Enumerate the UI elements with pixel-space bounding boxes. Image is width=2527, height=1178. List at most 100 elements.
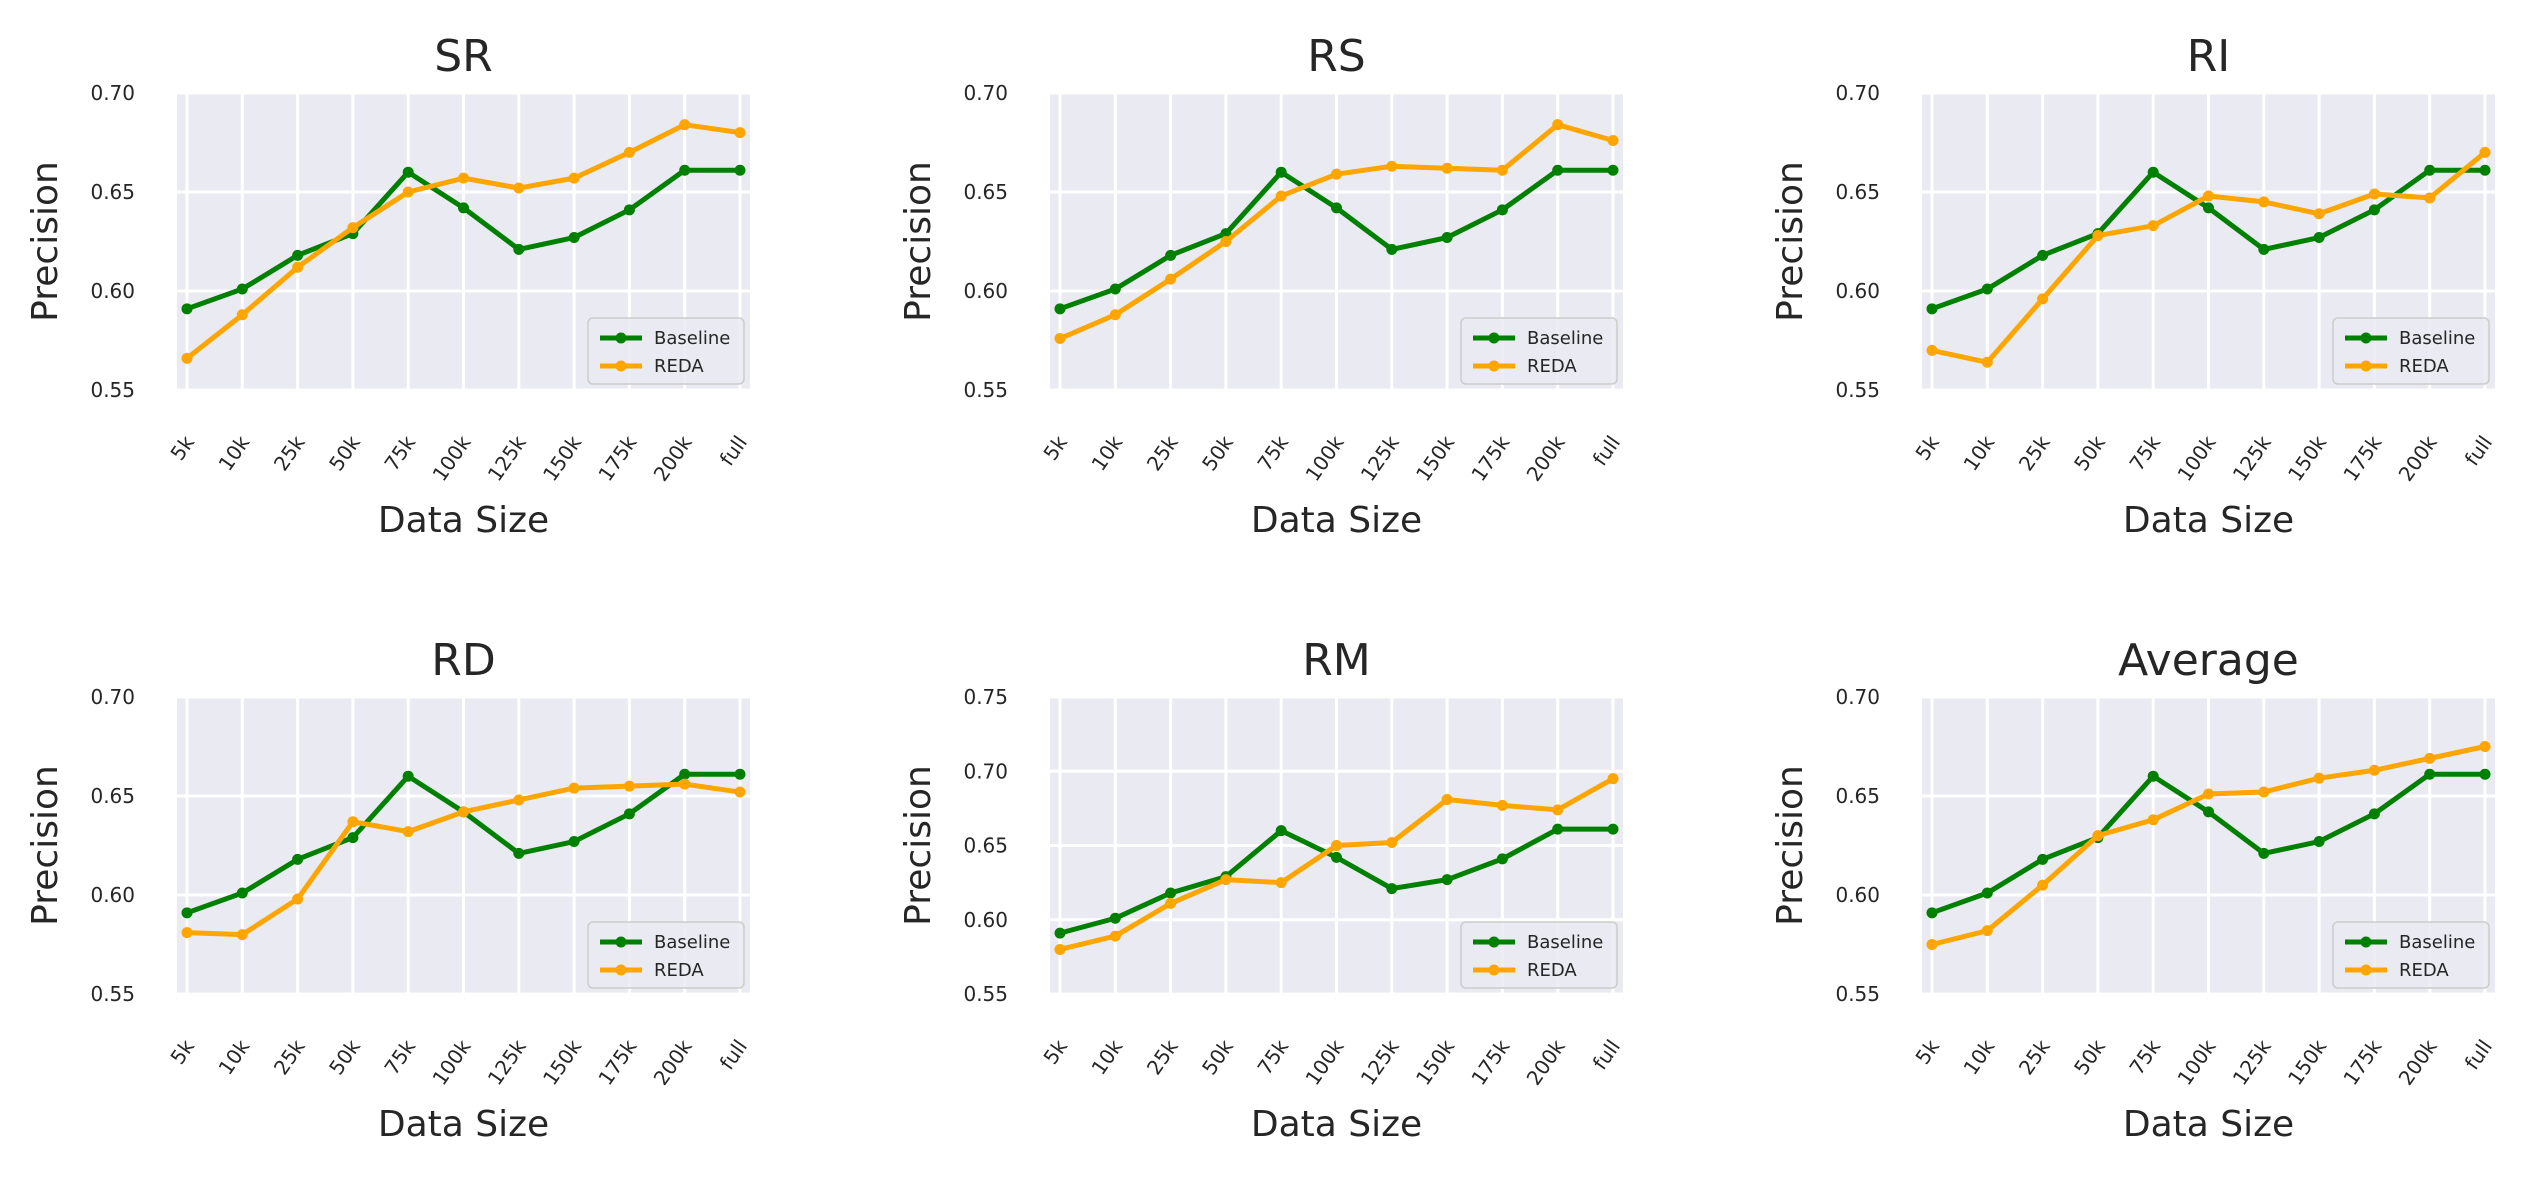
y-tick-label: 0.55 (1835, 982, 1880, 1006)
data-point (1981, 887, 1993, 899)
y-axis-label: Precision (25, 161, 66, 322)
series-reda (181, 119, 746, 364)
legend-marker (2360, 332, 2372, 344)
data-point (1926, 344, 1938, 356)
legend-marker (615, 964, 627, 976)
data-point (458, 806, 469, 818)
x-tick-label: 200k (1522, 1035, 1570, 1090)
data-point (236, 283, 248, 295)
x-tick-label: 150k (538, 431, 586, 486)
series-reda (1926, 741, 2491, 950)
x-tick-label: 5k (1038, 1035, 1072, 1069)
data-point (568, 172, 580, 184)
x-tick-label: 175k (1466, 1035, 1514, 1090)
data-point (2424, 192, 2436, 204)
data-point (1054, 333, 1066, 345)
y-tick-label: 0.60 (90, 279, 135, 303)
legend-entry: REDA (600, 356, 704, 377)
data-point (1331, 202, 1342, 214)
y-tick-label: 0.70 (963, 81, 1008, 105)
x-tick-label: 75k (1252, 431, 1293, 475)
data-point (292, 261, 304, 273)
data-point (2092, 830, 2104, 842)
data-point (2203, 190, 2214, 202)
legend-marker (1488, 332, 1500, 344)
data-point (1607, 773, 1619, 785)
x-tick-label: 100k (2172, 431, 2220, 486)
data-point (1054, 927, 1066, 939)
legend-entry: REDA (600, 960, 704, 981)
x-tick-label: full (2460, 1035, 2497, 1074)
x-tick-label: 125k (483, 1035, 531, 1090)
x-tick-label: 125k (1356, 431, 1404, 486)
data-point (2037, 249, 2049, 261)
x-tick-label: full (1588, 431, 1625, 470)
x-tick-label: 175k (1466, 431, 1514, 486)
data-point (2203, 806, 2214, 818)
x-tick-label: 10k (213, 1035, 254, 1079)
x-tick-label: 200k (1522, 431, 1570, 486)
y-axis-label: Precision (1770, 765, 1811, 926)
legend-label: Baseline (654, 932, 730, 953)
data-point (2313, 232, 2325, 244)
data-point (2424, 768, 2436, 780)
chart-panel-sr: 0.55 0.60 0.65 0.70 5k 10k 25k 50k 75k 100k 125k 15… (25, 31, 752, 541)
x-tick-label: 175k (593, 1035, 641, 1090)
data-point (1165, 887, 1177, 899)
x-tick-label: 10k (1958, 1035, 1999, 1079)
data-point (1496, 799, 1508, 811)
series-reda (1054, 119, 1619, 345)
data-point (2368, 764, 2380, 776)
chart-title: RS (1307, 31, 1366, 82)
x-tick-label: 175k (2338, 1035, 2386, 1090)
x-tick-label: 10k (213, 431, 254, 475)
data-point (1054, 943, 1066, 955)
y-tick-label: 0.55 (963, 378, 1008, 402)
legend-entry: REDA (1473, 356, 1577, 377)
data-point (1220, 874, 1232, 886)
data-point (2258, 847, 2270, 859)
y-tick-label: 0.70 (1835, 81, 1880, 105)
data-point (1981, 356, 1993, 368)
data-point (402, 826, 414, 838)
data-point (1109, 930, 1121, 942)
legend-marker (2360, 936, 2372, 948)
data-point (679, 164, 691, 176)
data-point (181, 927, 193, 939)
x-tick-label: 200k (2394, 431, 2442, 486)
data-point (2424, 752, 2436, 764)
x-tick-label: 75k (379, 1035, 420, 1079)
data-point (513, 182, 525, 194)
data-point (679, 778, 691, 790)
data-point (1109, 309, 1121, 321)
data-point (2037, 853, 2049, 865)
y-tick-label: 0.55 (963, 982, 1008, 1006)
data-point (623, 204, 635, 216)
data-point (1109, 912, 1121, 924)
y-tick-label: 0.60 (963, 908, 1008, 932)
data-point (1496, 204, 1508, 216)
legend-label: REDA (1527, 960, 1577, 981)
data-point (513, 794, 525, 806)
data-point (2037, 293, 2049, 305)
data-point (2258, 786, 2270, 798)
y-axis-label: Precision (25, 765, 66, 926)
data-point (568, 836, 580, 848)
chart-panel-average: 0.55 0.60 0.65 0.70 5k 10k 25k 50k 75k 100k 125k 15… (1770, 635, 2497, 1145)
data-point (2368, 188, 2380, 200)
data-point (568, 232, 580, 244)
x-tick-label: 50k (324, 1035, 365, 1079)
y-axis-label: Precision (898, 161, 939, 322)
y-tick-label: 0.55 (90, 982, 135, 1006)
legend: Baseline REDA (2332, 317, 2490, 385)
y-tick-label: 0.60 (90, 883, 135, 907)
x-tick-label: 10k (1086, 1035, 1127, 1079)
data-point (347, 832, 359, 844)
data-point (458, 202, 469, 214)
data-point (2313, 208, 2325, 220)
legend-entry: Baseline (600, 932, 730, 953)
data-point (1441, 874, 1453, 886)
y-axis-label: Precision (898, 765, 939, 926)
data-point (1165, 273, 1177, 285)
